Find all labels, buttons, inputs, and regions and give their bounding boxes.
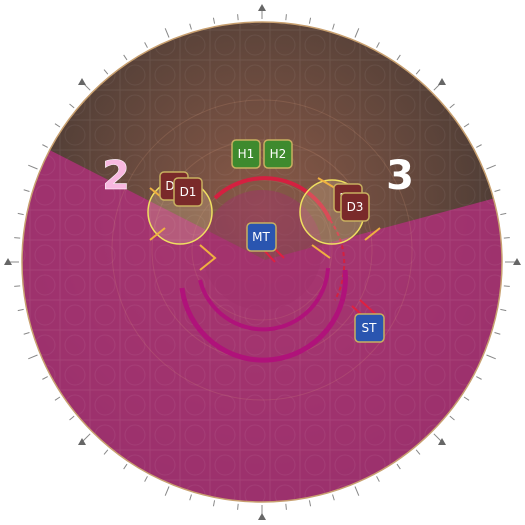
rim-direction-marker bbox=[258, 4, 266, 11]
rim-tick bbox=[308, 500, 312, 507]
rim-tick bbox=[189, 494, 192, 501]
rim-tick bbox=[14, 237, 21, 239]
rim-tick bbox=[486, 354, 496, 360]
player-marker-st[interactable]: ST bbox=[354, 313, 385, 343]
rim-tick bbox=[144, 476, 148, 482]
rim-tick bbox=[476, 144, 482, 148]
rim-tick bbox=[285, 503, 287, 510]
rim-direction-marker bbox=[4, 258, 12, 265]
player-marker-d1[interactable]: D1 bbox=[173, 177, 203, 207]
magenta-arc-outer bbox=[179, 269, 348, 363]
rim-tick bbox=[503, 237, 510, 239]
rim-tick bbox=[28, 354, 38, 360]
chevrons-right bbox=[311, 177, 381, 259]
rim-tick bbox=[69, 415, 75, 421]
rim-tick bbox=[494, 189, 501, 192]
rim-tick bbox=[500, 308, 507, 312]
rim-tick bbox=[212, 17, 216, 24]
waymark-3-label: 3 bbox=[386, 153, 414, 199]
rim-tick bbox=[396, 54, 401, 61]
rim-tick bbox=[189, 23, 192, 30]
rim-tick bbox=[42, 376, 48, 380]
player-marker-d3[interactable]: D3 bbox=[340, 192, 370, 222]
rim-direction-marker bbox=[258, 513, 266, 520]
rim-tick bbox=[42, 144, 48, 148]
player-marker-h2[interactable]: H2 bbox=[263, 139, 293, 169]
rim-tick bbox=[23, 332, 30, 335]
rim-tick bbox=[463, 123, 470, 128]
arena-tick-ring bbox=[4, 4, 521, 520]
rim-tick bbox=[332, 23, 335, 30]
rim-tick bbox=[237, 503, 239, 510]
rim-tick bbox=[54, 123, 61, 128]
rim-direction-marker bbox=[438, 438, 446, 445]
rim-tick bbox=[17, 212, 24, 216]
red-arc bbox=[213, 176, 332, 221]
rim-tick bbox=[164, 28, 170, 38]
waymark-2-label: 2 bbox=[102, 153, 130, 199]
rim-tick bbox=[354, 486, 360, 496]
rim-tick bbox=[103, 449, 109, 455]
rim-tick bbox=[123, 463, 128, 470]
rim-tick bbox=[123, 54, 128, 61]
rim-tick bbox=[82, 433, 91, 442]
rim-tick bbox=[14, 285, 21, 287]
rim-tick bbox=[103, 69, 109, 75]
rim-tick bbox=[69, 103, 75, 109]
rim-tick bbox=[449, 103, 455, 109]
rim-tick bbox=[164, 486, 170, 496]
rim-tick bbox=[486, 164, 496, 170]
rim-tick bbox=[476, 376, 482, 380]
rim-direction-marker bbox=[438, 78, 446, 85]
rim-tick bbox=[144, 42, 148, 48]
rim-tick bbox=[23, 189, 30, 192]
rim-tick bbox=[376, 42, 380, 48]
svg-text:D1: D1 bbox=[180, 185, 197, 199]
rim-tick bbox=[308, 17, 312, 24]
rim-tick bbox=[415, 69, 421, 75]
rim-tick bbox=[500, 212, 507, 216]
red-arc-right bbox=[329, 219, 346, 301]
svg-text:D: D bbox=[165, 179, 174, 193]
rim-tick bbox=[503, 285, 510, 287]
rim-tick bbox=[212, 500, 216, 507]
svg-text:H1: H1 bbox=[238, 147, 255, 161]
svg-text:ST: ST bbox=[362, 321, 378, 335]
rim-tick bbox=[433, 433, 442, 442]
player-marker-h1[interactable]: H1 bbox=[231, 139, 261, 169]
rim-tick bbox=[494, 332, 501, 335]
rim-tick bbox=[354, 28, 360, 38]
svg-text:D3: D3 bbox=[347, 200, 364, 214]
rim-tick bbox=[17, 308, 24, 312]
svg-text:H2: H2 bbox=[270, 147, 287, 161]
rim-tick bbox=[449, 415, 455, 421]
rim-tick bbox=[376, 476, 380, 482]
rim-direction-marker bbox=[513, 258, 521, 265]
player-marker-mt[interactable]: MT bbox=[246, 222, 277, 252]
rim-tick bbox=[396, 463, 401, 470]
arena-rim bbox=[21, 21, 503, 503]
magenta-arc-inner bbox=[198, 267, 330, 332]
svg-text:MT: MT bbox=[252, 230, 270, 244]
rim-tick bbox=[237, 14, 239, 21]
rim-tick bbox=[28, 164, 38, 170]
rim-tick bbox=[54, 396, 61, 401]
rim-tick bbox=[463, 396, 470, 401]
rim-tick bbox=[415, 449, 421, 455]
rim-direction-marker bbox=[78, 78, 86, 85]
rim-direction-marker bbox=[78, 438, 86, 445]
rim-tick bbox=[332, 494, 335, 501]
rim-tick bbox=[285, 14, 287, 21]
